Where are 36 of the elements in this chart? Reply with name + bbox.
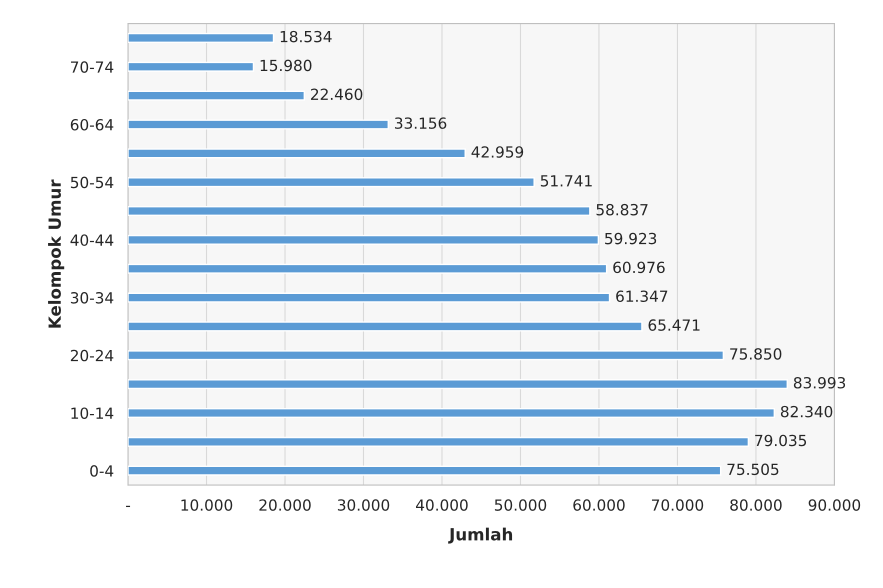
data-label: 61.347 [616,290,668,302]
data-label: 18.534 [280,30,332,42]
y-tick-label: 20-24 [70,350,114,362]
y-tick-label: 30-34 [70,292,114,304]
x-tick-label: 80.000 [730,499,782,511]
y-tick-label: 60-64 [70,118,114,131]
data-label: 75.505 [727,464,778,476]
data-label: 33.156 [394,117,446,129]
y-tick-label: 50-54 [70,176,114,188]
x-tick-label: 40.000 [416,499,468,511]
y-axis-title: Kelompok Umur [48,180,64,328]
x-tick-label: 20.000 [259,499,311,511]
x-tick-label: 30.000 [338,499,390,511]
x-tick-label: 70.000 [652,499,704,511]
x-tick-label: 60.000 [573,499,625,511]
x-axis-title: Jumlah [448,528,512,544]
y-tick-label: 70-74 [71,61,114,73]
data-label: 51.741 [540,175,592,187]
data-label: 22.460 [310,88,362,100]
y-tick-label: 40-44 [70,234,114,246]
data-label: 60.976 [613,262,665,274]
data-label: 42.959 [472,146,524,158]
data-label: 58.837 [596,204,648,216]
x-tick-label: 90.000 [808,499,860,511]
y-tick-label: 10-14 [71,407,114,419]
x-tick-label: 10.000 [181,499,232,511]
data-label: 65.471 [648,319,700,331]
data-label: 75.850 [730,348,782,360]
data-label: 82.340 [780,406,832,418]
data-label: 15.980 [260,60,312,72]
data-label: 79.035 [755,434,806,446]
x-tick-label: 50.000 [494,499,546,511]
data-label: 83.993 [794,377,846,389]
x-tick-label: - [126,506,130,508]
y-tick-label: 0-4 [90,465,114,477]
data-label: 59.923 [605,232,656,244]
